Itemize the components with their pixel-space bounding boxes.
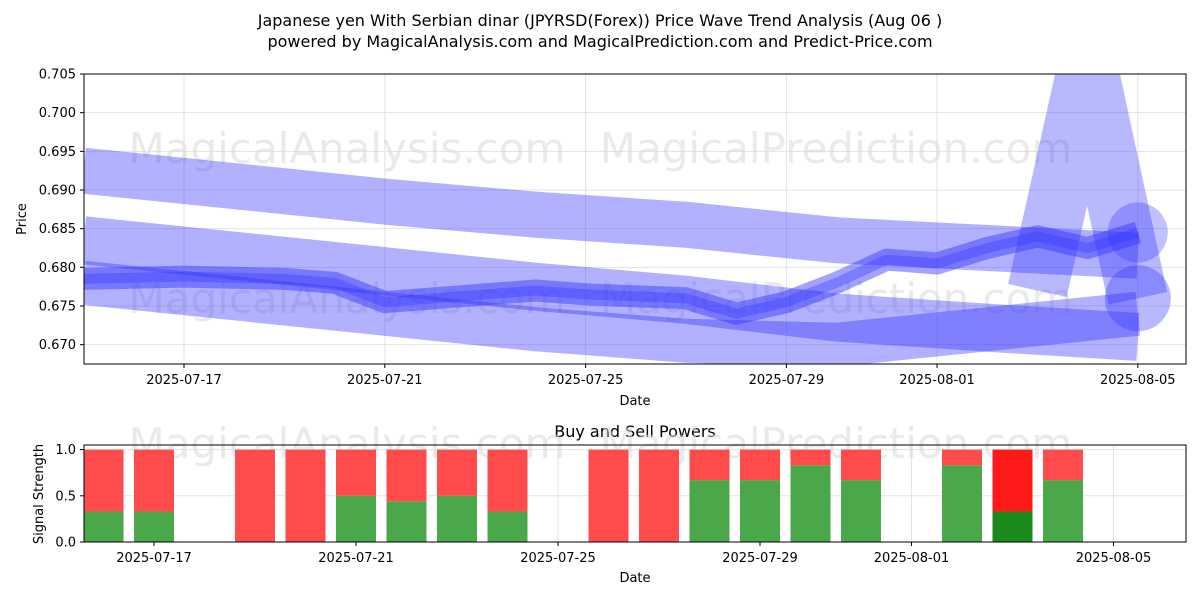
sell-power-bar <box>285 449 326 542</box>
watermark-analysis-lower: MagicalAnalysis.com <box>129 274 566 323</box>
sell-power-bar <box>83 449 124 512</box>
sell-power-bar <box>487 449 528 512</box>
signal-axes: Buy and Sell Powers MagicalAnalysis.com … <box>32 419 1187 586</box>
price-axes-frame <box>83 73 1187 365</box>
buy-power-bar <box>1043 480 1083 542</box>
price-y-tick-label: 0.690 <box>39 184 76 199</box>
sell-power-bar <box>134 449 174 512</box>
price-plot-area <box>84 74 1186 364</box>
wave-band-2 <box>84 260 1141 364</box>
sell-power-bar <box>336 449 376 496</box>
price-y-tick-label: 0.685 <box>39 222 76 237</box>
wave-band-1 <box>84 216 1140 361</box>
sell-power-bar <box>992 449 1033 512</box>
wave-core-line <box>84 227 1140 319</box>
price-y-tick-label: 0.670 <box>39 338 76 353</box>
buy-power-bar <box>134 511 174 542</box>
price-x-tick-label: 2025-07-25 <box>548 373 624 388</box>
price-x-label: Date <box>619 394 650 409</box>
price-axes: MagicalAnalysis.com MagicalPrediction.co… <box>15 68 1187 409</box>
price-y-tick-label: 0.680 <box>39 261 76 276</box>
signal-x-tick-label: 2025-07-25 <box>520 551 596 566</box>
wave-band-3 <box>84 221 1142 325</box>
watermark-prediction-lower: MagicalPrediction.com <box>600 274 1073 323</box>
wave-end-blob <box>1107 202 1168 263</box>
sell-power-bar <box>689 449 730 481</box>
price-y-tick-label: 0.675 <box>39 300 76 315</box>
wave-spike-end-blob <box>1104 265 1171 332</box>
signal-x-tick-label: 2025-07-21 <box>318 551 394 566</box>
wave-spike <box>1008 74 1168 305</box>
buy-power-bar <box>841 480 881 542</box>
chart-title: Japanese yen With Serbian dinar (JPYRSD(… <box>257 11 942 30</box>
signal-x-tick-label: 2025-07-17 <box>116 551 192 566</box>
price-x-tick-label: 2025-07-21 <box>347 373 423 388</box>
price-x-tick-label: 2025-08-01 <box>899 373 975 388</box>
price-y-tick-label: 0.695 <box>39 145 76 160</box>
sell-power-bar <box>386 449 427 502</box>
buy-power-bar <box>386 501 427 542</box>
signal-chart-title: Buy and Sell Powers <box>554 422 716 441</box>
buy-power-bar <box>336 495 376 542</box>
buy-power-bar <box>487 511 528 542</box>
sell-power-bar <box>235 449 275 542</box>
price-y-tick-label: 0.700 <box>39 106 76 121</box>
signal-y-label: Signal Strength <box>32 444 47 544</box>
sell-power-bar <box>790 449 831 466</box>
buy-power-bar <box>790 465 831 542</box>
signal-x-tick-label: 2025-08-05 <box>1076 551 1152 566</box>
signal-axes-frame <box>83 444 1187 543</box>
sell-power-bar <box>740 449 780 481</box>
signal-y-tick-label: 0.0 <box>55 536 76 551</box>
buy-power-bar <box>740 480 780 542</box>
wave-band-0 <box>84 147 1139 279</box>
price-y-label: Price <box>15 203 30 235</box>
price-y-tick-label: 0.705 <box>39 68 76 83</box>
watermark-analysis: MagicalAnalysis.com <box>129 124 566 173</box>
sell-power-bar <box>588 449 629 542</box>
sell-power-bar <box>841 449 881 481</box>
buy-power-bar <box>992 511 1033 542</box>
signal-x-label: Date <box>619 571 650 586</box>
signal-x-tick-label: 2025-07-29 <box>722 551 798 566</box>
signal-x-tick-label: 2025-08-01 <box>874 551 950 566</box>
buy-power-bar <box>83 511 124 542</box>
buy-power-bar <box>689 480 730 542</box>
signal-y-tick-label: 0.5 <box>55 489 76 504</box>
price-x-tick-label: 2025-07-17 <box>146 373 222 388</box>
sell-power-bar <box>1043 449 1083 481</box>
buy-power-bar <box>942 465 982 542</box>
chart-subtitle: powered by MagicalAnalysis.com and Magic… <box>267 32 932 51</box>
sell-power-bar <box>639 449 679 542</box>
sell-power-bar <box>942 449 982 466</box>
watermark-prediction: MagicalPrediction.com <box>600 124 1073 173</box>
sell-power-bar <box>437 449 477 496</box>
price-x-tick-label: 2025-07-29 <box>749 373 825 388</box>
buy-power-bar <box>437 495 477 542</box>
signal-y-tick-label: 1.0 <box>55 443 76 458</box>
price-x-tick-label: 2025-08-05 <box>1100 373 1176 388</box>
